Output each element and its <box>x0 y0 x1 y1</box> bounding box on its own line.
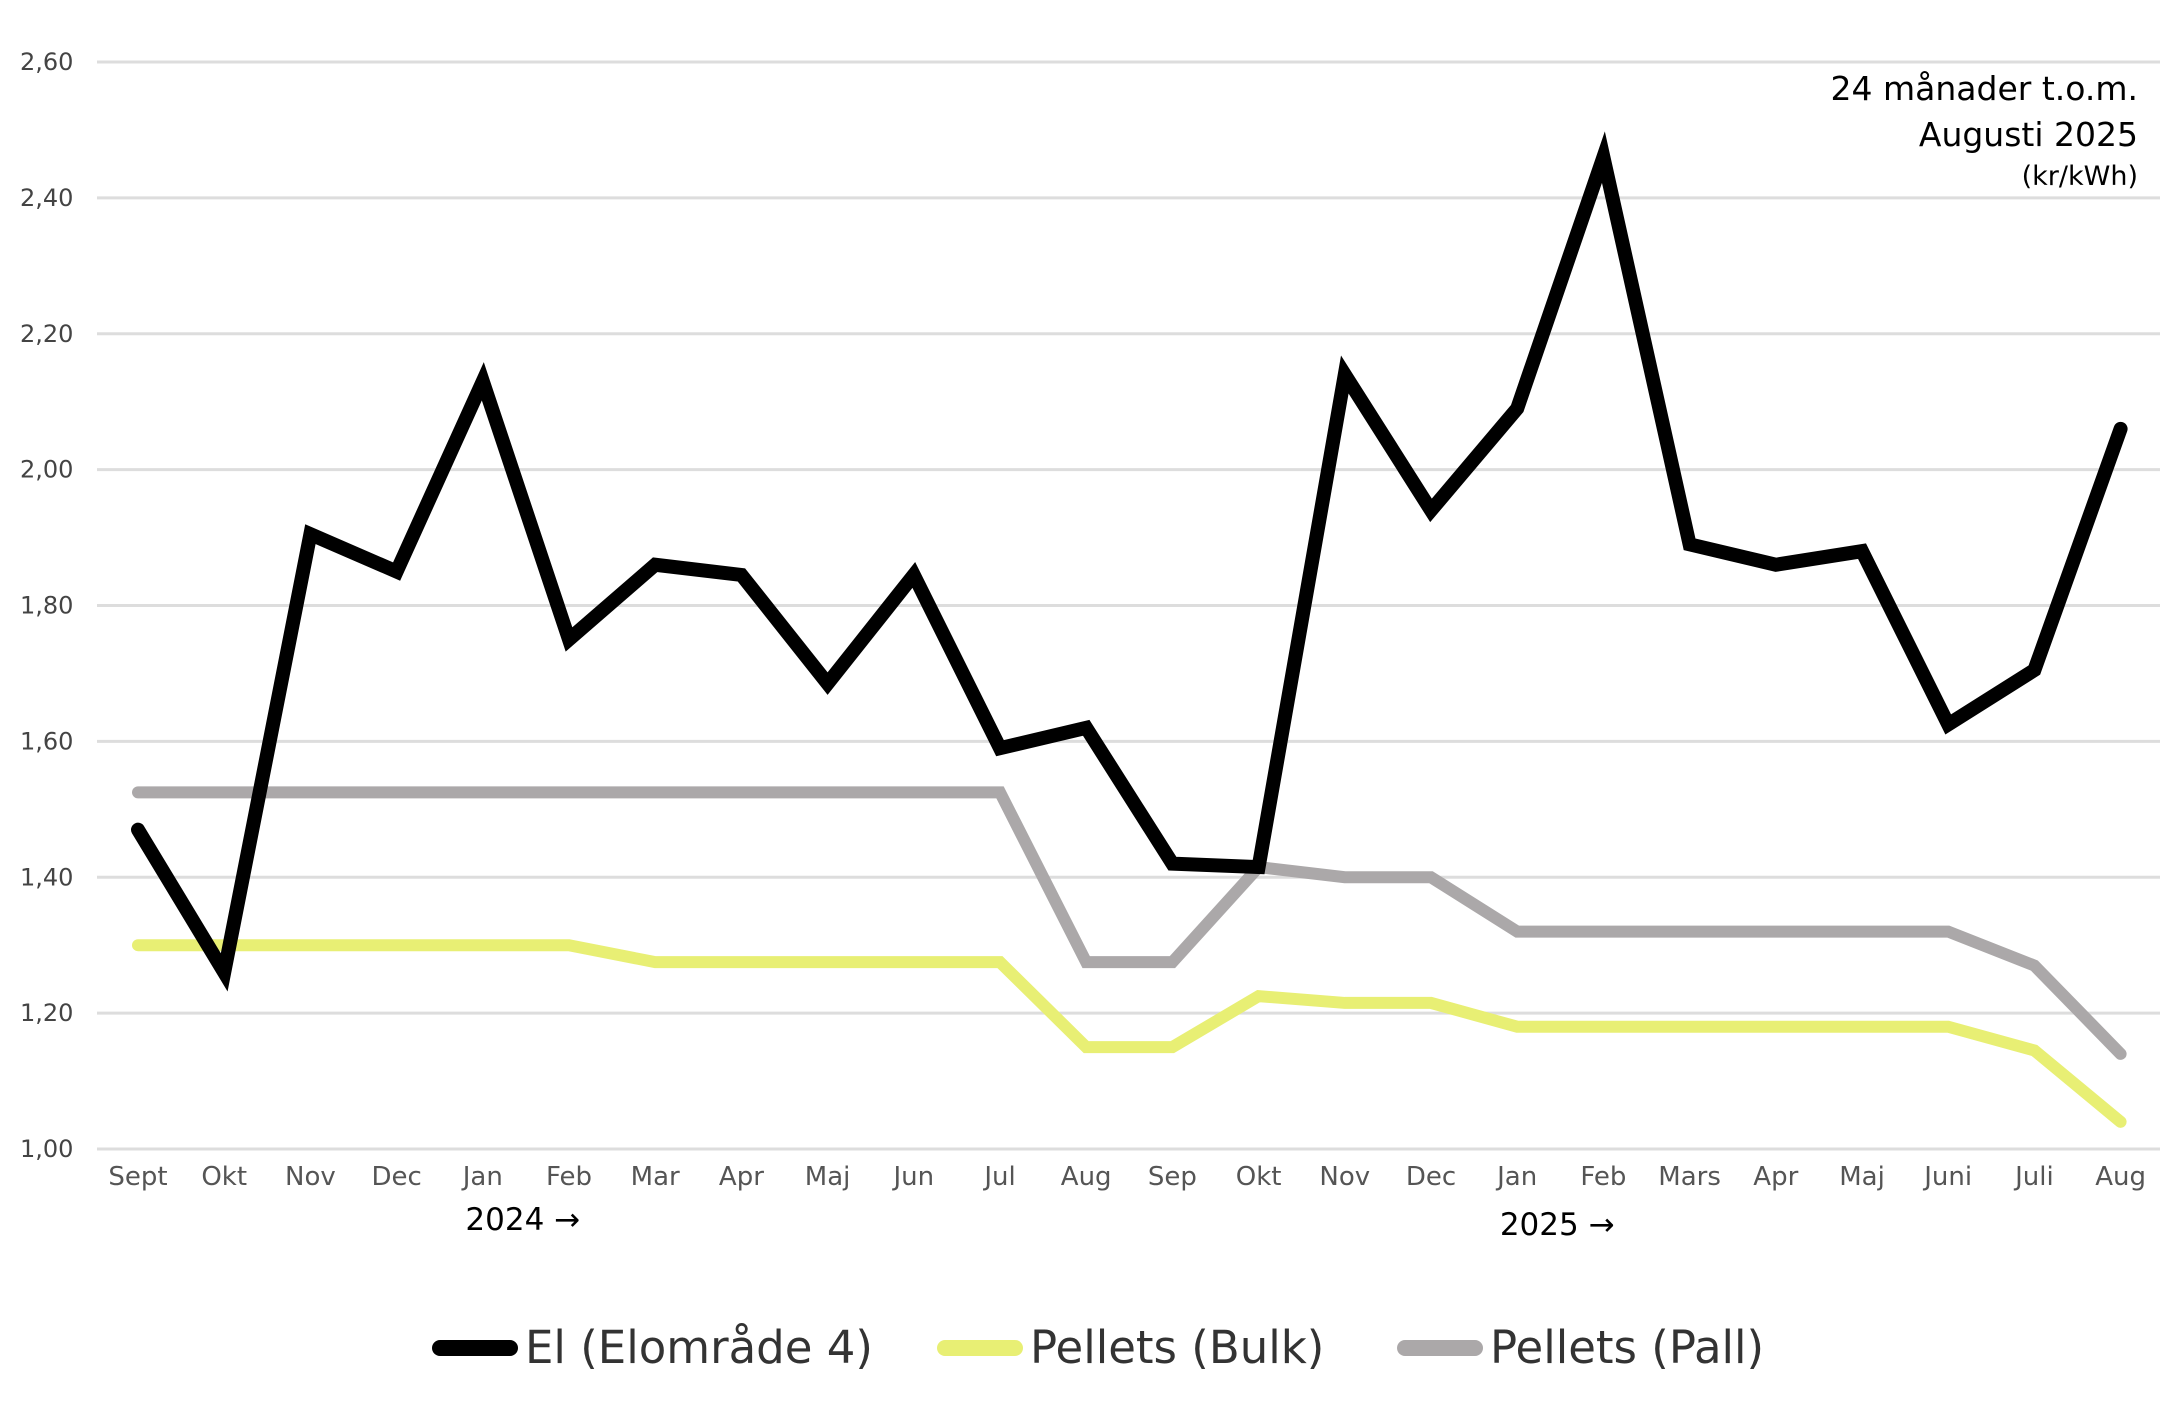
x-tick-label: Mar <box>631 1162 680 1192</box>
x-tick-label: Maj <box>805 1162 851 1192</box>
x-tick-label: Okt <box>1236 1162 1282 1192</box>
annotation-line-2: Augusti 2025 <box>1919 115 2138 154</box>
x-tick-label: Jan <box>461 1162 503 1192</box>
x-tick-label: Nov <box>1319 1162 1370 1192</box>
x-tick-label: Maj <box>1839 1162 1885 1192</box>
x-tick-label: Aug <box>2095 1162 2146 1192</box>
x-axis-ticks: Sept Okt Nov Dec Jan Feb Mar Apr Maj Jun Jul Aug Sep… <box>108 1162 2146 1192</box>
x-tick-label: Mars <box>1658 1162 1721 1192</box>
x-tick-label: Juli <box>2013 1162 2054 1192</box>
x-tick-label: Dec <box>371 1162 421 1192</box>
x-tick-label: Apr <box>1753 1162 1798 1192</box>
annotation-unit: (kr/kWh) <box>2022 161 2138 192</box>
series-line-pellets-pall <box>132 786 2127 1060</box>
legend-label: Pellets (Bulk) <box>1030 1321 1324 1374</box>
x-tick-label: Feb <box>546 1162 592 1192</box>
legend-label: Pellets (Pall) <box>1490 1321 1764 1374</box>
legend-label: El (Elområde 4) <box>525 1321 873 1374</box>
series-lines <box>131 131 2128 1128</box>
series-line-el-elomr-de-4 <box>131 131 2128 992</box>
x-tick-label: Jun <box>891 1162 934 1192</box>
grid-lines <box>97 60 2160 1151</box>
y-tick-label: 1,40 <box>20 863 73 891</box>
x-tick-label: Aug <box>1061 1162 1112 1192</box>
year-label: 2024 → <box>465 1202 580 1238</box>
annotation-line-1: 24 månader t.o.m. <box>1831 69 2138 108</box>
annotation: 24 månader t.o.m. Augusti 2025 (kr/kWh) <box>1831 69 2138 192</box>
x-tick-label: Okt <box>201 1162 247 1192</box>
x-tick-label: Nov <box>285 1162 336 1192</box>
y-axis-ticks: 1,00 1,20 1,40 1,60 1,80 2,00 2,20 2,40 2,60 <box>20 48 73 1163</box>
y-tick-label: 2,00 <box>20 456 73 484</box>
y-tick-label: 2,40 <box>20 184 73 212</box>
x-tick-label: Jul <box>982 1162 1015 1192</box>
y-tick-label: 2,20 <box>20 320 73 348</box>
y-tick-label: 2,60 <box>20 48 73 76</box>
x-tick-label: Sep <box>1148 1162 1197 1192</box>
y-tick-label: 1,60 <box>20 727 73 755</box>
x-tick-label: Feb <box>1580 1162 1626 1192</box>
legend: El (Elområde 4) Pellets (Bulk) Pellets (Pa… <box>432 1321 1764 1374</box>
y-tick-label: 1,20 <box>20 999 73 1027</box>
x-tick-label: Jan <box>1495 1162 1537 1192</box>
x-tick-label: Juni <box>1922 1162 1972 1192</box>
series-line-pellets-bulk <box>132 939 2127 1128</box>
x-tick-label: Sept <box>108 1162 167 1192</box>
x-tick-label: Dec <box>1406 1162 1456 1192</box>
year-labels: 2024 → 2025 → <box>465 1202 1614 1243</box>
y-tick-label: 1,80 <box>20 592 73 620</box>
x-tick-label: Apr <box>719 1162 764 1192</box>
year-label: 2025 → <box>1500 1207 1615 1243</box>
y-tick-label: 1,00 <box>20 1135 73 1163</box>
